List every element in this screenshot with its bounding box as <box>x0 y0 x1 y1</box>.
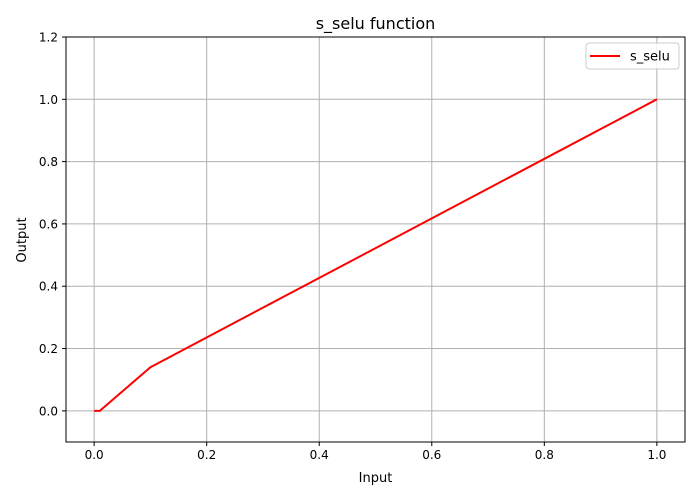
x-tick-label: 0.2 <box>197 448 216 462</box>
y-tick-label: 1.2 <box>39 31 58 45</box>
legend-box <box>585 42 680 70</box>
x-tick-label: 0.6 <box>422 448 441 462</box>
x-tick-label: 0.0 <box>85 448 104 462</box>
series-layer <box>94 98 658 412</box>
y-tick-label: 0.8 <box>39 155 58 169</box>
y-axis: 0.0 0.2 0.4 0.6 0.8 1.0 1.2 <box>39 31 66 418</box>
x-axis: 0.0 0.2 0.4 0.6 0.8 1.0 <box>85 442 666 462</box>
legend-label: s_selu <box>630 50 670 65</box>
plot-frame <box>65 36 686 443</box>
series-line-s-selu <box>94 98 658 412</box>
y-tick-label: 0.4 <box>39 280 58 294</box>
y-tick-label: 1.0 <box>39 93 58 107</box>
y-tick-label: 0.2 <box>39 342 58 356</box>
y-tick-label: 0.6 <box>39 217 58 231</box>
x-axis-label: Input <box>359 471 393 486</box>
y-tick-label: 0.0 <box>39 404 58 418</box>
x-tick-label: 0.4 <box>310 448 329 462</box>
x-tick-label: 1.0 <box>647 448 666 462</box>
legend: s_selu <box>585 42 680 70</box>
x-tick-label: 0.8 <box>535 448 554 462</box>
y-axis-label: Output <box>15 217 30 262</box>
chart-title: s_selu function <box>316 14 436 34</box>
